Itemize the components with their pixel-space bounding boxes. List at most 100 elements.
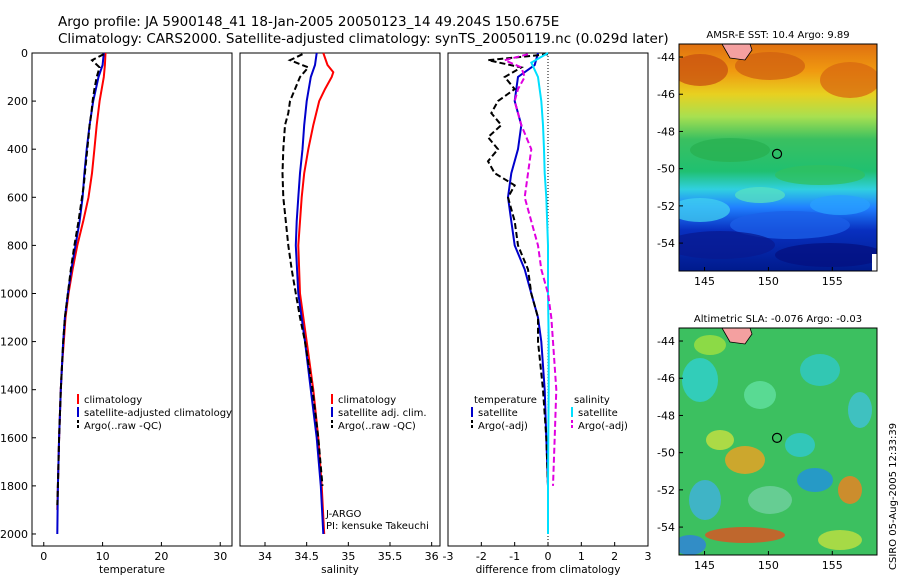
header-line-2: Climatology: CARS2000. Satellite-adjuste… [58, 31, 669, 47]
map-y-tick-label: -54 [657, 521, 675, 534]
sst-blob [679, 54, 728, 86]
sla-blob [785, 433, 815, 457]
sst-blob [735, 187, 785, 203]
map-title: Altimetric SLA: -0.076 Argo: -0.03 [694, 314, 862, 325]
legend-label: climatology [338, 395, 396, 406]
map-y-tick-label: -50 [657, 447, 675, 460]
sla-blob [682, 358, 718, 402]
sst-blob [820, 62, 877, 98]
x-tick-label: 1 [578, 550, 585, 563]
sla-blob [797, 468, 833, 492]
sst-blob [775, 243, 877, 267]
x-tick-label: 35.5 [378, 550, 403, 563]
legend-label: Argo(-adj) [478, 421, 528, 432]
map-x-tick-label: 150 [758, 559, 779, 572]
x-tick-label: -3 [443, 550, 454, 563]
y-tick-label: 2000 [0, 528, 28, 541]
map-x-tick-label: 145 [694, 559, 715, 572]
sla-blob [838, 476, 862, 504]
series-line-salinity-satellite [530, 52, 550, 534]
sla-blob [694, 335, 726, 355]
legend-label: Argo(..raw -QC) [84, 421, 162, 432]
legend-label: salinity [574, 395, 610, 406]
x-tick-label: 30 [213, 550, 227, 563]
map-title: AMSR-E SST: 10.4 Argo: 9.89 [706, 30, 849, 41]
sla-blob [705, 527, 785, 543]
x-axis-label: difference from climatology [476, 564, 621, 576]
sla-blob [744, 381, 776, 409]
sst-map: AMSR-E SST: 10.4 Argo: 9.89 145 150 155 -44 -… [657, 30, 878, 288]
land-outline [721, 44, 753, 61]
map-y-tick-label: -52 [657, 200, 675, 213]
map-x-tick-label: 150 [758, 275, 779, 288]
map-y-tick-label: -50 [657, 163, 675, 176]
plot-frame [239, 52, 441, 547]
series-line-argo-raw-qc- [281, 53, 324, 486]
timestamp-stamp: CSIRO 05-Aug-2005 12:33:39 [888, 423, 899, 570]
sla-features [679, 328, 872, 555]
sst-blob [730, 211, 850, 239]
sla-blob [848, 392, 872, 428]
x-axis-label: temperature [99, 564, 165, 576]
sla-blob [689, 480, 721, 520]
sst-features [679, 44, 877, 271]
plot-frame [31, 52, 233, 547]
x-tick-label: 3 [645, 550, 652, 563]
legend-label: climatology [84, 395, 142, 406]
sst-blob [679, 231, 775, 259]
sla-blob [800, 354, 840, 386]
map-y-tick-label: -52 [657, 484, 675, 497]
x-tick-label: 10 [96, 550, 110, 563]
x-tick-label: 2 [611, 550, 618, 563]
x-tick-label: -1 [509, 550, 520, 563]
sla-map: Altimetric SLA: -0.076 Argo: -0.03 145 150… [657, 314, 878, 572]
x-tick-label: 0 [40, 550, 47, 563]
map-y-tick-label: -44 [657, 51, 675, 64]
legend-label: satellite [578, 408, 618, 419]
series-line-satellite-adj-clim- [294, 52, 325, 535]
y-tick-label: 0 [21, 47, 28, 60]
sla-blob [679, 535, 706, 555]
y-tick-label: 400 [7, 143, 28, 156]
salinity-panel: 34 34.5 35 35.5 36 salinity climatology satelli… [239, 52, 441, 576]
legend-label: Argo(-adj) [578, 421, 628, 432]
map-x-tick-label: 155 [822, 275, 843, 288]
map-y-tick-label: -44 [657, 335, 675, 348]
x-tick-label: -2 [476, 550, 487, 563]
header-line-1: Argo profile: JA 5900148_41 18-Jan-2005 … [58, 14, 560, 30]
y-tick-label: 1200 [0, 336, 28, 349]
y-tick-label: 1600 [0, 432, 28, 445]
sst-blob [735, 52, 805, 80]
map-y-tick-label: -46 [657, 88, 675, 101]
x-tick-label: 36 [425, 550, 439, 563]
sst-blob [679, 198, 730, 222]
map-y-tick-label: -46 [657, 372, 675, 385]
legend-label: satellite adj. clim. [338, 408, 427, 419]
sst-blob [775, 165, 865, 185]
legend-label: satellite-adjusted climatology [84, 408, 232, 419]
sla-blob [706, 430, 734, 450]
map-frame [678, 43, 878, 272]
legend-label: Argo(..raw -QC) [338, 421, 416, 432]
temperature-panel: 0 10 20 30 temperature 0 200 400 600 800 1000 1200 1… [0, 47, 233, 576]
land-patch [872, 254, 877, 271]
y-tick-label: 600 [7, 191, 28, 204]
series-line-salinity-argo-adj- [501, 53, 558, 486]
x-tick-label: 0 [545, 550, 552, 563]
y-tick-label: 1800 [0, 480, 28, 493]
sla-blob [725, 446, 765, 474]
legend-label: temperature [474, 395, 537, 406]
sla-blob [818, 530, 862, 550]
x-tick-label: 34 [258, 550, 272, 563]
legend-label: satellite [478, 408, 518, 419]
difference-panel: -3 -2 -1 0 1 2 3 difference from climatology tem… [443, 52, 652, 576]
map-x-tick-label: 155 [822, 559, 843, 572]
sst-blob [690, 138, 770, 162]
x-tick-label: 34.5 [294, 550, 319, 563]
series-line-temperature-satellite [506, 52, 549, 534]
map-y-tick-label: -48 [657, 125, 675, 138]
pi-annotation: J-ARGO [325, 509, 362, 520]
sst-blob [810, 195, 870, 215]
x-tick-label: 20 [154, 550, 168, 563]
